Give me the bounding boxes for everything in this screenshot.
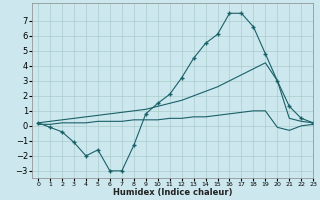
X-axis label: Humidex (Indice chaleur): Humidex (Indice chaleur) (113, 188, 232, 197)
